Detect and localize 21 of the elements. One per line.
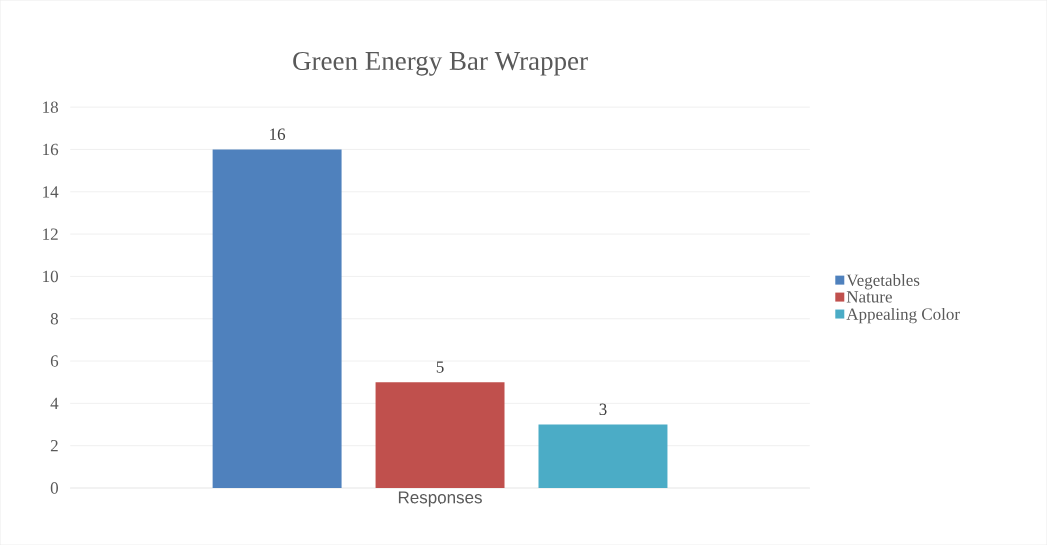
y-tick-label: 6 (50, 355, 59, 367)
y-tick-label: 18 (43, 101, 58, 113)
x-tick-label: Responses (398, 491, 482, 507)
y-tick-label: 2 (50, 439, 58, 452)
y-tick-label: 10 (43, 270, 58, 283)
data-label: 5 (436, 361, 444, 373)
y-tick-label: 8 (50, 312, 58, 325)
legend-label: Appealing Color (846, 307, 960, 324)
y-tick-label: 14 (43, 186, 59, 198)
bar (212, 149, 342, 488)
y-tick-label: 0 (50, 482, 58, 494)
legend-label: Vegetables (846, 273, 920, 290)
y-tick-label: 4 (50, 397, 59, 409)
data-label: 16 (270, 128, 286, 140)
y-tick-label: 12 (43, 228, 58, 240)
y-tick-label: 16 (43, 143, 59, 156)
legend-label: Nature (846, 291, 892, 303)
bar (538, 424, 668, 488)
bar (375, 382, 505, 488)
data-label: 3 (599, 403, 607, 415)
chart-title: Green Energy Bar Wrapper (293, 51, 588, 76)
